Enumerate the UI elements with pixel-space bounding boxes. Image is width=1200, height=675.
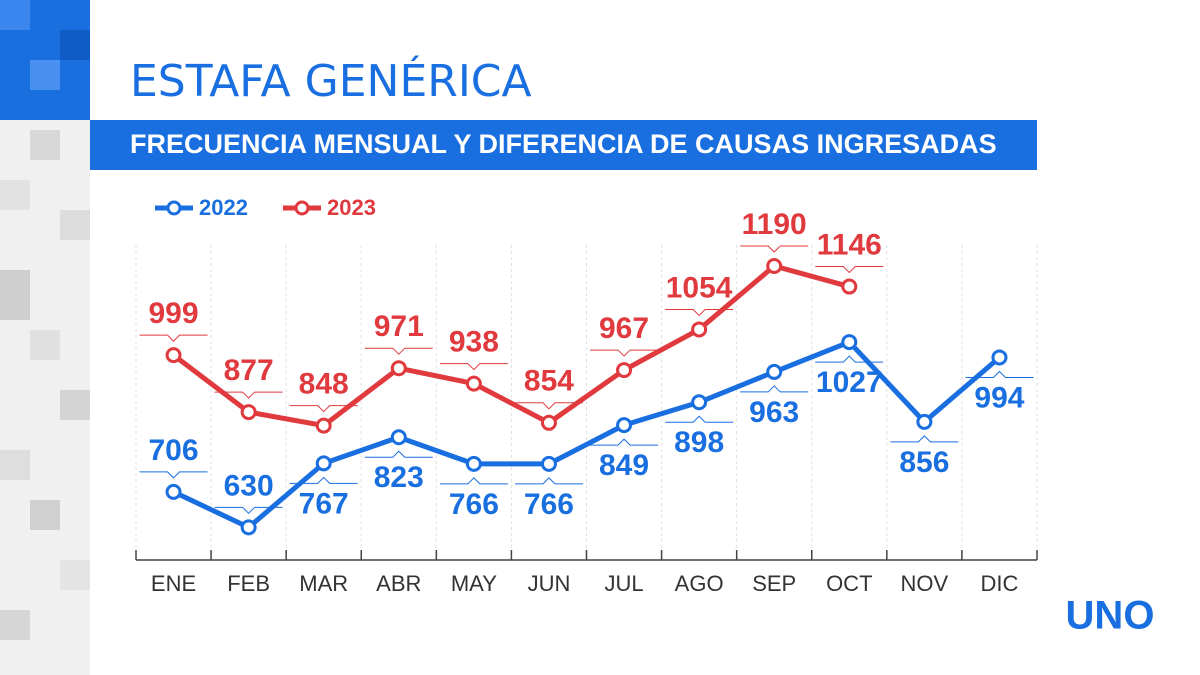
legend-marker [166, 200, 182, 216]
data-label: 877 [224, 354, 274, 387]
data-label: 1146 [817, 228, 882, 261]
x-tick-label: JUN [528, 571, 571, 596]
point [465, 455, 482, 472]
label-underline [514, 402, 583, 410]
data-label: 767 [299, 487, 349, 520]
point [240, 519, 257, 536]
data-label: 823 [374, 461, 424, 494]
data-label: 1027 [816, 366, 883, 399]
x-tick-label: SEP [752, 571, 796, 596]
chart-title: ESTAFA GENÉRICA [130, 54, 532, 107]
label-underline [665, 415, 734, 423]
label-underline [590, 349, 659, 357]
label-underline [289, 405, 358, 413]
label-underline [740, 245, 809, 253]
data-label: 856 [899, 446, 949, 479]
point [390, 360, 407, 377]
point [616, 362, 633, 379]
data-label: 963 [749, 396, 799, 429]
x-tick-label: MAY [451, 571, 497, 596]
point [691, 321, 708, 338]
label-underline [590, 438, 659, 446]
brand-logo: UNO [1066, 594, 1155, 638]
legend-label: 2023 [327, 195, 376, 220]
label-underline [139, 334, 208, 342]
label-underline [439, 363, 508, 371]
point [616, 417, 633, 434]
data-label: 898 [674, 426, 724, 459]
point [465, 375, 482, 392]
data-label: 854 [524, 365, 574, 398]
point [540, 414, 557, 431]
chart-subtitle: FRECUENCIA MENSUAL Y DIFERENCIA DE CAUSA… [130, 129, 997, 159]
label-underline [665, 308, 734, 317]
data-label: 1054 [666, 271, 733, 304]
x-tick-label: NOV [901, 571, 949, 596]
data-label: 766 [524, 488, 574, 521]
point [841, 334, 858, 351]
x-tick-label: AGO [675, 571, 724, 596]
series-line [172, 263, 850, 429]
x-tick-label: DIC [981, 571, 1019, 596]
data-label: 848 [299, 368, 349, 401]
point [540, 455, 557, 472]
label-underline [815, 266, 884, 274]
data-label: 706 [149, 434, 199, 467]
point [315, 455, 332, 472]
point [766, 258, 783, 274]
data-label: 938 [449, 326, 499, 359]
x-tick-label: ABR [376, 571, 421, 596]
point [165, 483, 182, 500]
data-label: 967 [599, 312, 649, 345]
x-tick-label: FEB [227, 571, 270, 596]
data-label: 999 [149, 297, 199, 330]
label-underline [139, 471, 208, 479]
label-underline [364, 450, 433, 458]
label-underline [965, 370, 1034, 378]
series-line [172, 339, 1002, 530]
x-tick-label: OCT [826, 571, 872, 596]
point [991, 349, 1008, 366]
label-underline [289, 476, 358, 484]
data-label: 630 [224, 469, 274, 502]
label-underline [214, 506, 283, 515]
label-underline [890, 435, 959, 443]
data-label: 994 [974, 381, 1024, 414]
legend-label: 2022 [199, 195, 248, 220]
point [390, 429, 407, 446]
label-underline [439, 477, 508, 485]
point [691, 394, 708, 411]
x-tick-label: ENE [151, 571, 196, 596]
label-underline [740, 385, 809, 393]
legend-marker [294, 200, 310, 216]
x-tick-label: JUL [604, 571, 643, 596]
point [766, 363, 783, 380]
label-underline [815, 355, 884, 363]
subtitle-banner [90, 120, 1037, 170]
point [240, 404, 257, 421]
data-label: 849 [599, 449, 649, 482]
data-label: 971 [374, 310, 424, 343]
label-underline [214, 391, 283, 399]
point [315, 417, 332, 434]
point [916, 413, 933, 430]
label-underline [514, 477, 583, 485]
point [165, 347, 182, 364]
data-label: 1190 [742, 208, 807, 241]
point [841, 278, 858, 295]
label-underline [364, 347, 433, 355]
side-decoration [0, 0, 90, 675]
data-label: 766 [449, 488, 499, 521]
x-tick-label: MAR [299, 571, 348, 596]
